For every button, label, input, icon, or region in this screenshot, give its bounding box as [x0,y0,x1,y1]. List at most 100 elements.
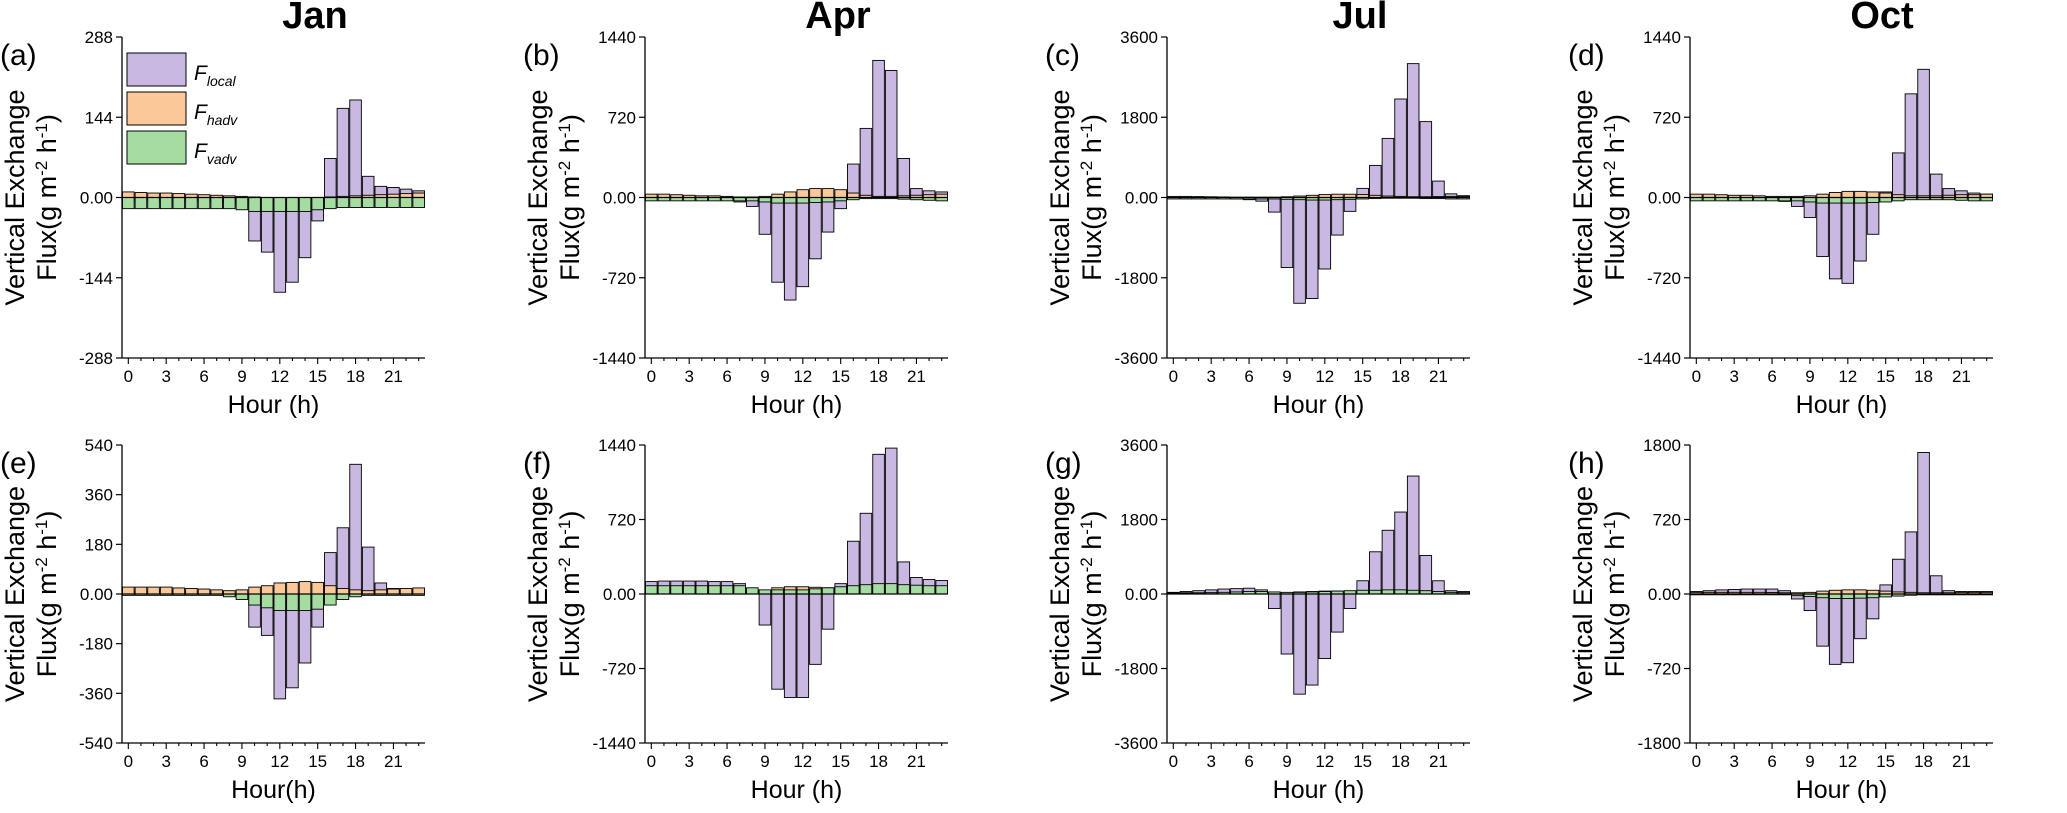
bar-F_vadv-h6 [197,197,211,210]
bar-F_hadv-h0 [122,191,135,198]
bar-F_vadv-h10 [248,593,261,606]
x-tick-label: 21 [384,752,403,771]
bar-F_local-h17 [336,527,350,595]
x-tick-label: 3 [1206,752,1215,771]
x-tick-label: 6 [722,752,731,771]
x-tick-label: 15 [831,367,850,386]
bar-F_local-h18 [1917,68,1930,198]
bar-F_vadv-h10 [771,589,784,595]
x-tick-label: 18 [1914,367,1933,386]
bar-F_local-h18 [872,453,885,595]
bar-F_vadv-h23 [935,585,948,595]
x-tick-label: 12 [1315,752,1334,771]
x-tick-label: 12 [1315,367,1334,386]
x-tick-label: 6 [1244,367,1253,386]
bar-F_local-h18 [349,99,362,198]
y-axis-label-unit: h [1600,535,1630,558]
bar-F_vadv-h2 [147,197,160,210]
y-tick-label: 1800 [1120,511,1158,530]
bar-F_local-h18 [1394,98,1407,198]
y-tick-label: 1440 [598,28,636,47]
bar-F_vadv-h23 [412,197,425,208]
bar-F_local-h11 [783,593,797,698]
x-tick-label: 21 [1952,752,1971,771]
bar-F_local-h17 [1904,531,1918,595]
panel-label: (d) [1568,39,1605,72]
x-tick-label: 15 [1876,752,1895,771]
x-tick-label: 18 [346,367,365,386]
bar-F_hadv-h14 [821,188,835,198]
x-tick-label: 21 [1952,367,1971,386]
bar-F_vadv-h17 [336,197,350,208]
bar-F_hadv-h9 [235,589,249,595]
bar-F_vadv-h12 [796,197,810,204]
bar-F_vadv-h17 [336,593,350,600]
bar-F_local-h12 [1841,197,1855,284]
x-tick-label: 3 [161,367,170,386]
bar-F_hadv-h13 [1854,190,1867,198]
bar-F_local-h19 [1929,173,1943,198]
panel-label: (e) [0,447,37,480]
y-tick-label: 720 [608,511,636,530]
y-axis-label: Vertical ExchangeFlux(g m-2 h-1) [1045,89,1107,305]
bar-F_vadv-h4 [695,585,709,595]
y-tick-label: -3600 [1115,734,1158,753]
x-tick-label: 12 [793,752,812,771]
bar-F_local-h13 [1854,593,1867,640]
bar-F_local-h17 [859,512,873,595]
bar-F_hadv-h0 [122,586,135,595]
month-title-jan: Jan [282,0,347,37]
bar-F_local-h9 [758,593,772,626]
bar-F_hadv-h11 [260,585,274,595]
bar-F_vadv-h17 [1381,589,1395,595]
bar-F_vadv-h0 [122,197,135,210]
bar-F_local-h10 [1293,197,1306,304]
bar-F_vadv-h13 [809,197,822,203]
legend-swatch-local [126,52,187,87]
x-axis-label: Hour (h) [1796,391,1888,419]
legend-entry-hadv: Fhadv [194,101,238,128]
x-tick-label: 6 [1244,752,1253,771]
y-axis-label-line1: Vertical Exchange [1568,486,1598,702]
y-tick-label: -360 [79,684,113,703]
bar-F_vadv-h16 [324,593,337,606]
y-tick-label: 0.00 [80,189,113,208]
y-axis-label-line1: Vertical Exchange [0,89,30,305]
bar-F_local-h17 [1381,137,1395,198]
chart-panel-a: (a) Vertical ExchangeFlux(g m-2 h-1) 288 14… [0,28,425,419]
bar-F_hadv-h3 [159,586,173,595]
bar-F_vadv-h11 [783,197,797,204]
x-tick-label: 0 [124,752,133,771]
bar-F_vadv-h9 [758,197,772,203]
x-tick-label: 15 [1353,752,1372,771]
y-tick-label: 0.00 [1125,585,1158,604]
y-tick-label: -720 [1647,269,1681,288]
bar-F_vadv-h3 [682,585,696,595]
legend-entry-local: Flocal [194,62,237,89]
x-tick-label: 0 [1169,752,1178,771]
bar-F_hadv-h15 [311,581,324,595]
y-tick-label: 720 [608,108,636,127]
y-axis-label-sup: -2 [32,557,51,572]
x-tick-label: 0 [124,367,133,386]
x-axis-label: Hour (h) [1273,391,1365,419]
bar-F_vadv-h9 [235,197,249,211]
x-tick-label: 18 [346,752,365,771]
x-tick-label: 21 [907,367,926,386]
month-title-apr: Apr [805,0,871,37]
bar-F_vadv-h11 [260,197,274,212]
y-axis-label-unit: ) [1077,511,1107,520]
y-tick-label: 540 [85,436,113,455]
bar-F_vadv-h10 [248,197,261,212]
bar-F_vadv-h7 [210,197,223,210]
bar-F_local-h16 [1892,152,1905,198]
bar-F_vadv-h18 [1394,589,1407,595]
bar-F_vadv-h12 [273,197,287,212]
bar-F_vadv-h14 [821,197,835,203]
x-tick-label: 15 [308,752,327,771]
y-axis-label-unit: h [555,535,585,558]
y-tick-label: 288 [85,28,113,47]
x-tick-label: 9 [237,752,246,771]
y-axis-label: Vertical ExchangeFlux(g m-2 h-1) [0,486,62,702]
